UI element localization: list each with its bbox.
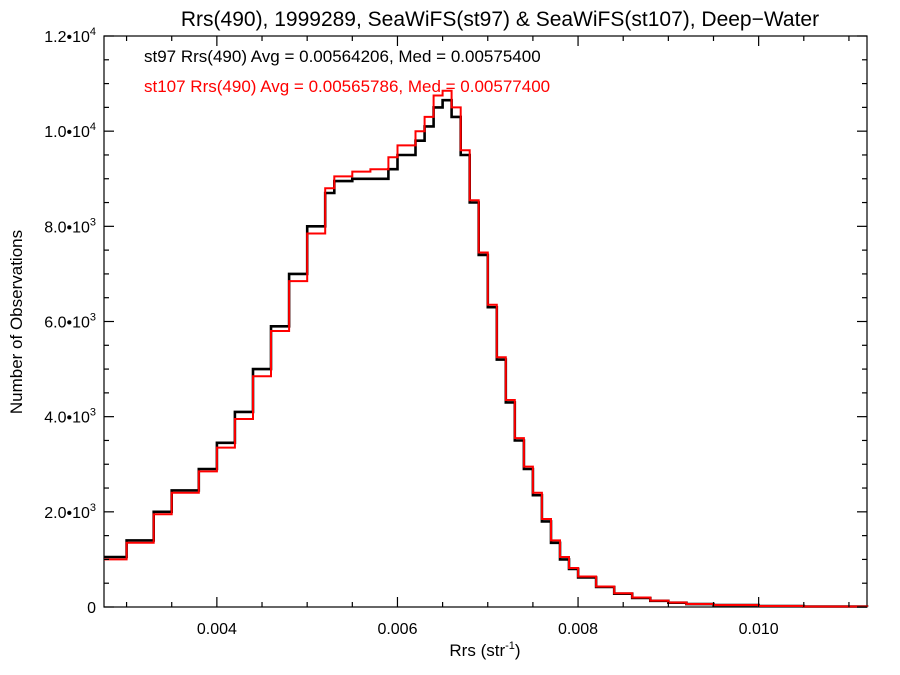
x-tick-label: 0.004	[197, 621, 237, 638]
legend-entry-st97: st97 Rrs(490) Avg = 0.00564206, Med = 0.…	[144, 47, 541, 66]
y-tick-label-main: 4.0•10	[44, 410, 90, 427]
x-axis-label-main: Rrs (str	[449, 641, 505, 660]
y-tick-label: 8.0•103	[44, 216, 96, 236]
x-axis-label-suffix: )	[515, 641, 521, 660]
y-tick-label-main: 2.0•10	[44, 505, 90, 522]
y-tick-label-main: 0	[87, 600, 96, 617]
y-axis-label: Number of Observations	[7, 230, 26, 414]
y-tick-label: 0	[87, 600, 96, 617]
y-tick-label-sup: 3	[90, 312, 96, 324]
x-tick-label: 0.006	[377, 621, 417, 638]
y-tick-label-sup: 4	[90, 26, 96, 38]
x-axis-ticks: 0.004 0.006 0.008 0.010	[125, 36, 850, 638]
plot-area: 0.004 0.006 0.008 0.010 02.0•1034.0•1036.0•…	[44, 26, 869, 638]
y-tick-label-sup: 4	[90, 121, 96, 133]
y-tick-label-sup: 3	[90, 502, 96, 514]
y-tick-label: 6.0•103	[44, 312, 96, 332]
series-layer	[104, 89, 869, 608]
y-tick-label: 1.0•104	[44, 121, 96, 141]
y-tick-label: 2.0•103	[44, 502, 96, 522]
y-tick-label: 4.0•103	[44, 407, 96, 427]
x-axis-label: Rrs (str-1)	[449, 640, 520, 660]
legend-entry-st107: st107 Rrs(490) Avg = 0.00565786, Med = 0…	[144, 77, 550, 96]
legend: st97 Rrs(490) Avg = 0.00564206, Med = 0.…	[144, 47, 550, 96]
y-tick-label-main: 8.0•10	[44, 219, 90, 236]
y-tick-label-sup: 3	[90, 407, 96, 419]
y-tick-label-sup: 3	[90, 216, 96, 228]
y-tick-label-main: 1.0•10	[44, 124, 90, 141]
y-tick-label-main: 1.2•10	[44, 29, 90, 46]
x-axis-label-sup: -1	[505, 640, 515, 652]
y-tick-label-main: 6.0•10	[44, 315, 90, 332]
series-line-st107	[104, 89, 868, 608]
y-axis-ticks: 02.0•1034.0•1036.0•1038.0•1031.0•1041.2•…	[44, 26, 867, 617]
x-tick-label: 0.008	[558, 621, 598, 638]
x-tick-label: 0.010	[739, 621, 779, 638]
y-tick-label: 1.2•104	[44, 26, 96, 46]
chart-title: Rrs(490), 1999289, SeaWiFS(st97) & SeaWi…	[181, 8, 819, 31]
